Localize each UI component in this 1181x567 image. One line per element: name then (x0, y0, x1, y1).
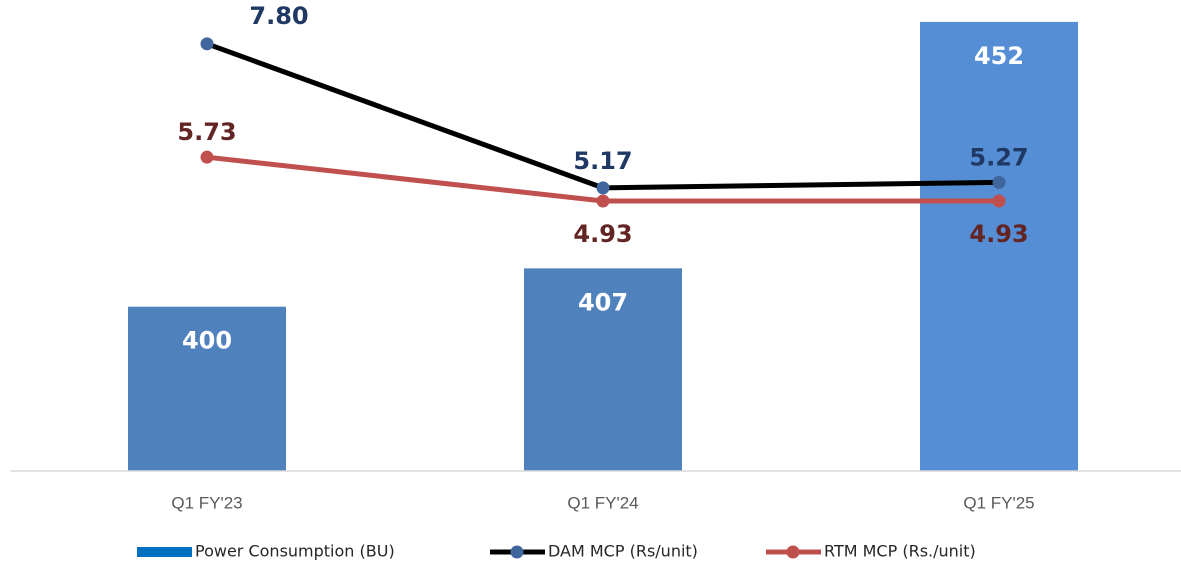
bar (920, 21, 1078, 471)
bar (524, 268, 682, 471)
line-value-label: 5.27 (969, 143, 1028, 171)
line-marker (992, 194, 1006, 208)
line-value-label: 7.80 (249, 2, 308, 30)
line-value-label: 4.93 (969, 220, 1028, 248)
line-value-label: 4.93 (573, 220, 632, 248)
bar (128, 306, 286, 471)
line-marker (992, 175, 1006, 189)
line-marker (200, 37, 214, 51)
legend-label: DAM MCP (Rs/unit) (548, 542, 698, 561)
line-value-label: 5.73 (177, 118, 236, 146)
x-tick-label: Q1 FY'23 (171, 493, 242, 512)
line-marker (596, 181, 610, 195)
legend-label: Power Consumption (BU) (195, 542, 395, 561)
legend-swatch (137, 547, 192, 557)
line-value-label: 5.17 (573, 147, 632, 175)
legend-marker (510, 545, 524, 559)
bar-value-label: 452 (974, 42, 1024, 70)
line-marker (200, 150, 214, 164)
x-tick-label: Q1 FY'25 (963, 493, 1034, 512)
bar-value-label: 407 (578, 288, 628, 316)
bar-value-label: 400 (182, 327, 232, 355)
legend-marker (786, 545, 800, 559)
legend-label: RTM MCP (Rs./unit) (824, 542, 976, 561)
line-marker (596, 194, 610, 208)
x-tick-label: Q1 FY'24 (567, 493, 638, 512)
